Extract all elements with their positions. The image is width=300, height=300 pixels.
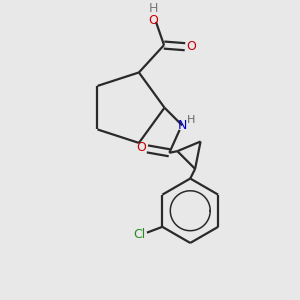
Text: O: O: [137, 141, 147, 154]
Text: H: H: [149, 2, 158, 15]
Text: O: O: [186, 40, 196, 52]
Text: N: N: [178, 119, 187, 132]
Text: O: O: [148, 14, 158, 27]
Text: H: H: [187, 115, 195, 124]
Text: Cl: Cl: [134, 228, 146, 241]
